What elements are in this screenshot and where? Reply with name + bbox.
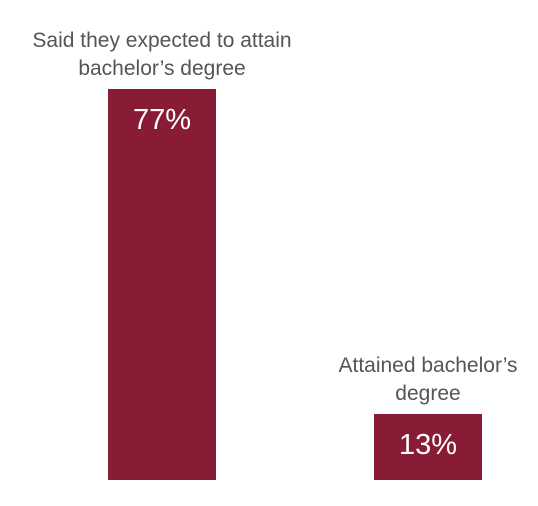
category-label-2-line-1: Attained bachelor’s [338,354,517,377]
bar-1 [108,89,216,480]
value-label-2: 13% [399,429,457,461]
category-label-1-line-2: bachelor’s degree [78,57,245,80]
value-label-1: 77% [133,104,191,136]
category-label-1-line-1: Said they expected to attain [32,29,291,52]
category-label-2-line-2: degree [395,382,460,405]
bar-2 [374,413,482,480]
